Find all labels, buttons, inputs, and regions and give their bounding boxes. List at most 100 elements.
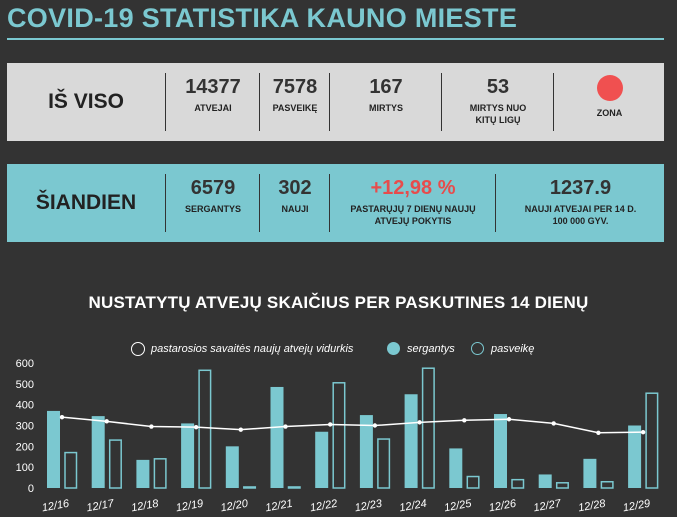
stat-value: 302 — [278, 177, 312, 199]
line-point — [283, 424, 288, 429]
line-point — [640, 429, 646, 435]
y-tick-label: 200 — [16, 441, 34, 453]
x-tick-label: 12/27 — [533, 498, 563, 515]
today-panel-label: ŠIANDIEN — [35, 191, 137, 214]
line-point — [328, 422, 333, 427]
x-tick-label: 12/20 — [220, 498, 250, 515]
legend-label: pastarosios savaitės naujų atvejų vidurk… — [151, 343, 354, 355]
bar-sergantys — [91, 416, 105, 488]
bar-sergantys — [225, 446, 239, 488]
stat-weekly-change: +12,98 % PASTARŲJŲ 7 DIENŲ NAUJŲ ATVEJŲ … — [331, 164, 495, 227]
x-tick-label: 12/29 — [622, 498, 651, 515]
stat-value: 6579 — [190, 177, 236, 199]
bar-pasveike — [332, 382, 346, 489]
x-tick-label: 12/16 — [41, 498, 71, 515]
bar-sergantys — [136, 459, 150, 488]
stat-value: 167 — [369, 76, 403, 98]
stat-label: NAUJI ATVEJAI PER 14 D. 100 000 GYV. — [524, 204, 637, 226]
divider — [553, 73, 554, 131]
x-tick-label: 12/28 — [577, 498, 607, 515]
stat-label: PASVEIKĘ — [272, 103, 318, 113]
bar-sergantys — [47, 410, 60, 488]
x-tick-label: 12/19 — [175, 498, 204, 515]
bar-chart: 0 100 200 300 400 500 600 12/16 12/17 12/18 12/19 1… — [16, 358, 659, 515]
divider — [329, 174, 330, 232]
stat-sick: 6579 SERGANTYS — [167, 164, 259, 215]
stat-value: 14377 — [185, 76, 241, 98]
bar-sergantys — [359, 415, 373, 488]
x-tick-label: 12/23 — [354, 498, 384, 515]
y-tick-label: 300 — [16, 421, 34, 433]
divider — [329, 73, 330, 131]
x-tick-label: 12/24 — [398, 498, 427, 515]
stat-other-deaths: 53 MIRTYS NUO KITŲ LIGŲ — [443, 63, 553, 126]
bar-pasveike — [421, 367, 435, 489]
stat-label: NAUJI — [281, 204, 309, 214]
x-tick-label: 12/25 — [443, 498, 473, 515]
stat-label: SERGANTYS — [184, 204, 241, 214]
title-divider — [7, 38, 664, 40]
line-average — [61, 416, 644, 434]
x-tick-label: 12/22 — [309, 498, 338, 515]
stat-label: ZONA — [596, 108, 623, 118]
line-point — [506, 417, 512, 422]
bar-pasveike — [153, 458, 167, 489]
bar-sergantys — [583, 458, 597, 488]
stat-recovered: 7578 PASVEIKĘ — [261, 63, 329, 114]
bar-pasveike — [511, 478, 525, 489]
line-point — [417, 420, 422, 425]
stat-label: PASTARŲJŲ 7 DIENŲ NAUJŲ ATVEJŲ POKYTIS — [350, 204, 476, 226]
hollow-circle-icon — [471, 342, 484, 355]
stat-value: 53 — [486, 76, 510, 98]
stat-incidence: 1237.9 NAUJI ATVEJAI PER 14 D. 100 000 G… — [497, 164, 664, 227]
divider — [495, 174, 496, 232]
bar-sergantys — [538, 474, 552, 488]
legend-label: pasveikę — [491, 343, 535, 355]
y-tick-label: 100 — [16, 462, 34, 474]
page-title: COVID-19 STATISTIKA KAUNO MIESTE — [7, 3, 518, 33]
line-point — [596, 430, 601, 435]
stat-label: MIRTYS NUO KITŲ LIGŲ — [469, 103, 527, 125]
line-point — [149, 424, 154, 429]
chart-legend: pastarosios savaitės naujų atvejų vidurk… — [0, 340, 677, 358]
y-tick-label: 600 — [16, 358, 34, 370]
bar-pasveike — [64, 451, 78, 489]
stat-label: MIRTYS — [368, 103, 403, 113]
legend-label: sergantys — [407, 343, 455, 355]
line-point — [104, 419, 109, 424]
today-panel: ŠIANDIEN 6579 SERGANTYS 302 NAUJI +12,98… — [7, 164, 664, 242]
filled-circle-icon — [387, 342, 400, 355]
line-point — [551, 421, 556, 426]
stat-value: +12,98 % — [370, 177, 456, 199]
bar-sergantys — [270, 386, 284, 488]
y-tick-label: 0 — [28, 483, 34, 495]
divider — [441, 73, 442, 131]
stat-label: ATVEJAI — [194, 103, 232, 113]
stat-cases: 14377 ATVEJAI — [167, 63, 259, 114]
stat-value: 1237.9 — [549, 177, 612, 199]
x-tick-label: 12/17 — [86, 498, 116, 515]
bar-sergantys — [404, 394, 418, 488]
bar-pasveike — [243, 486, 257, 489]
stat-value: 7578 — [272, 76, 318, 98]
bar-pasveike — [287, 486, 301, 489]
bar-sergantys — [449, 448, 463, 488]
y-tick-label: 400 — [16, 400, 34, 412]
x-tick-label: 12/26 — [488, 498, 518, 515]
bar-pasveike — [600, 481, 614, 489]
stat-deaths: 167 MIRTYS — [331, 63, 441, 114]
bar-pasveike — [645, 392, 659, 489]
line-point — [238, 427, 243, 432]
line-point — [193, 424, 199, 430]
bar-sergantys — [315, 431, 329, 488]
chart-title: NUSTATYTŲ ATVEJŲ SKAIČIUS PER PASKUTINES… — [88, 293, 589, 312]
bar-sergantys — [494, 414, 507, 488]
bar-pasveike — [198, 369, 212, 489]
bar-pasveike — [466, 475, 480, 489]
bar-pasveike — [555, 482, 569, 489]
line-point — [372, 423, 378, 428]
x-tick-label: 12/21 — [264, 498, 293, 515]
line-marker-icon — [131, 342, 145, 356]
bar-sergantys — [628, 425, 642, 488]
bar-pasveike — [108, 439, 122, 489]
